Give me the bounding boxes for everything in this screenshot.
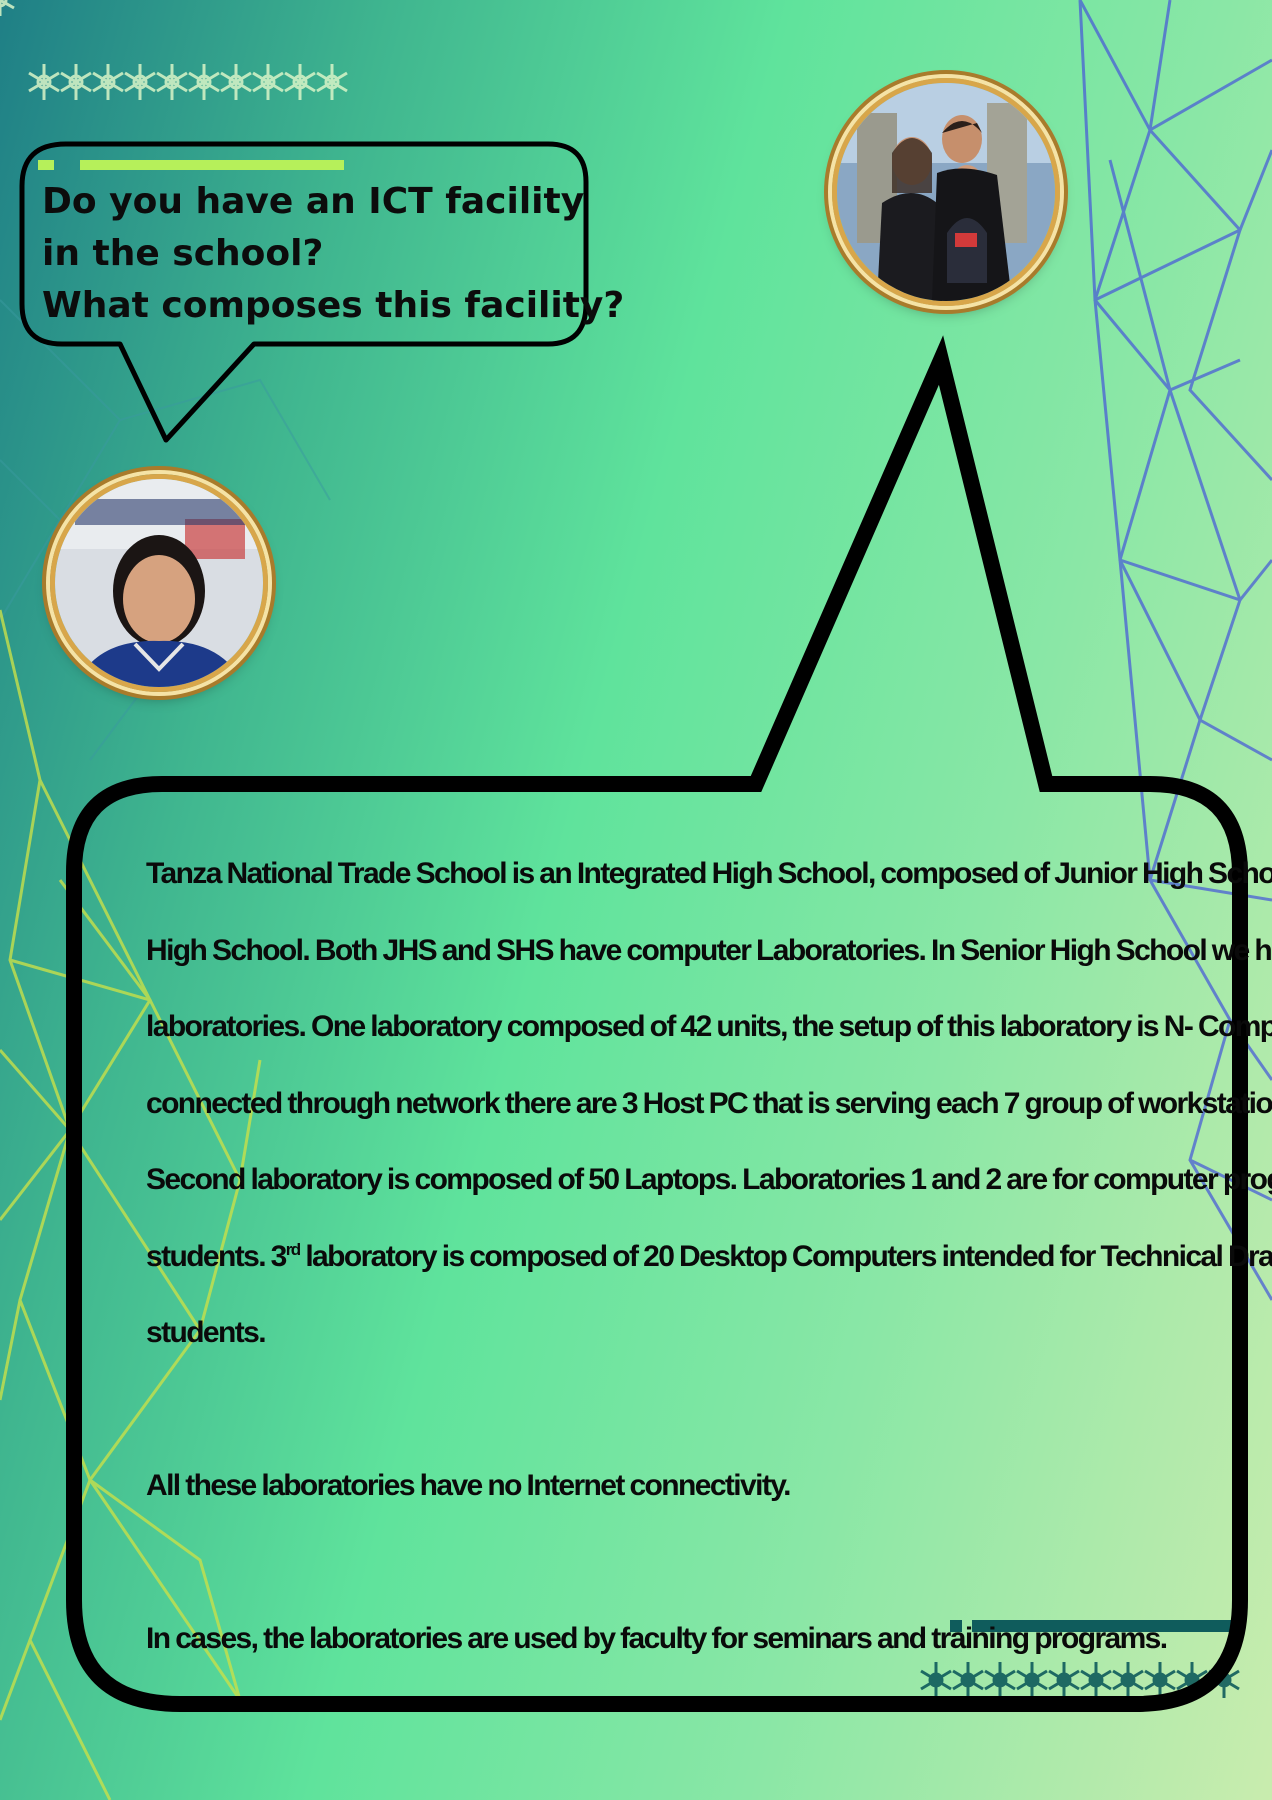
answer-paragraph-1: Tanza National Trade School is an Integr… xyxy=(146,836,1272,1372)
respondent-portrait xyxy=(837,83,1055,301)
answer-line: laboratories. One laboratory composed of… xyxy=(146,1010,1272,1043)
answer-paragraph-3: In cases, the laboratories are used by f… xyxy=(146,1622,1168,1655)
question-text: Do you have an ICT facility in the schoo… xyxy=(42,176,625,332)
answer-line: students. xyxy=(146,1316,267,1349)
blue-network-lines xyxy=(1078,0,1272,1301)
accent-bar-bottom xyxy=(972,1620,1234,1632)
question-line: Do you have an ICT facility xyxy=(42,181,585,222)
answer-line: Second laboratory is composed of 50 Lapt… xyxy=(146,1163,1272,1196)
interviewer-photo xyxy=(50,474,268,692)
respondent-photo xyxy=(832,78,1060,306)
answer-line-part: students. 3 xyxy=(146,1239,287,1273)
accent-dash xyxy=(38,160,54,170)
question-bubble xyxy=(19,141,589,443)
flower-decor-top xyxy=(0,0,15,16)
answer-bubble xyxy=(66,335,1248,1712)
answer-line: students. 3rd laboratory is composed of … xyxy=(146,1219,1272,1296)
question-line: in the school? xyxy=(42,233,324,274)
answer-text: Tanza National Trade School is an Integr… xyxy=(146,836,1272,1678)
accent-bar-top xyxy=(80,160,344,170)
answer-paragraph-2: All these laboratories have no Internet … xyxy=(146,1469,791,1502)
interviewer-portrait xyxy=(55,479,263,687)
ordinal-suffix: rd xyxy=(285,1239,301,1259)
answer-line: connected through network there are 3 Ho… xyxy=(146,1086,1272,1120)
answer-line: Tanza National Trade School is an Integr… xyxy=(146,857,1272,890)
answer-line-part: laboratory is composed of 20 Desktop Com… xyxy=(299,1239,1272,1273)
question-line: What composes this facility? xyxy=(42,285,625,326)
answer-line: High School. Both JHS and SHS have compu… xyxy=(146,933,1272,967)
